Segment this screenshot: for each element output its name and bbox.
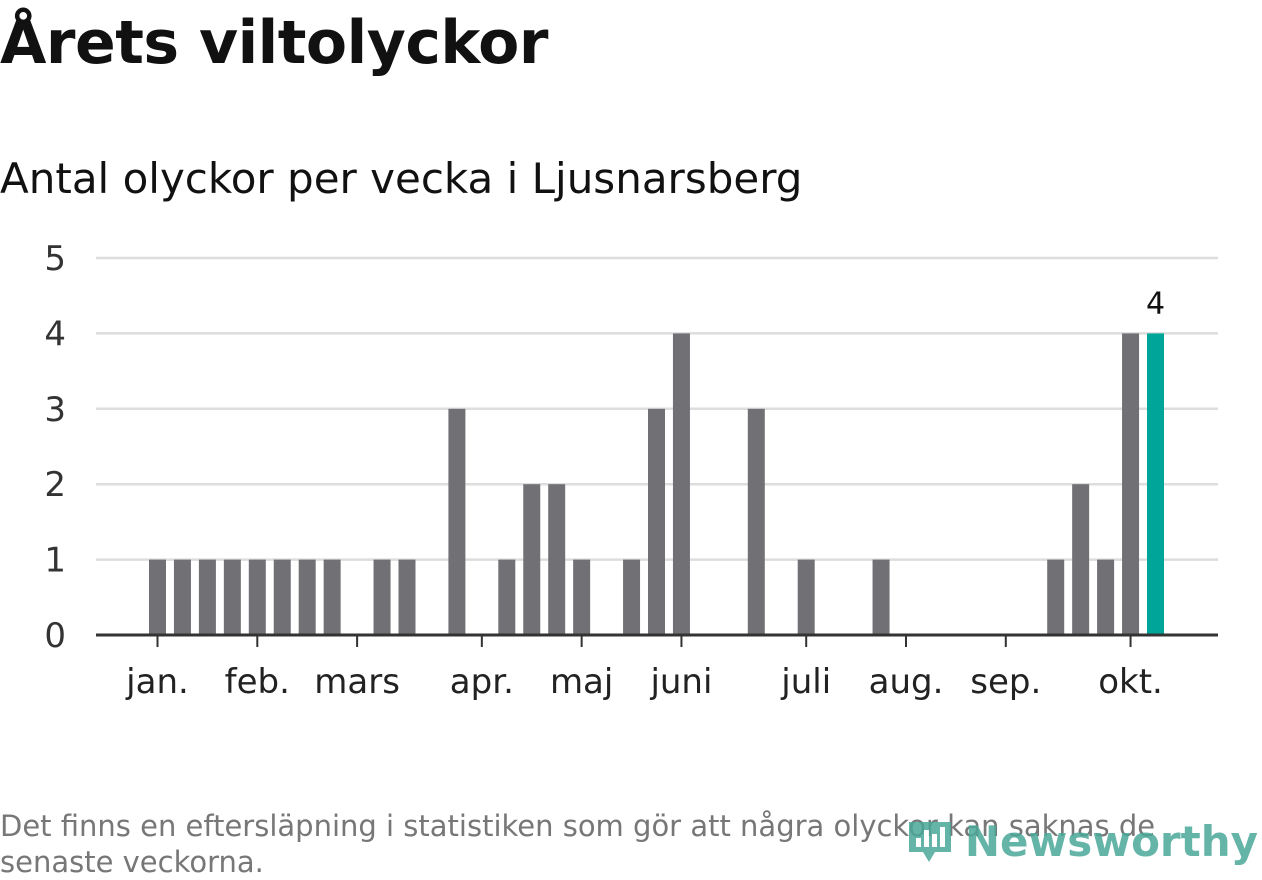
bar-week-6 — [273, 559, 291, 635]
y-tick-label-4: 4 — [44, 314, 66, 354]
bar-week-17 — [548, 484, 566, 635]
x-tick-label-sep.: sep. — [970, 662, 1041, 702]
bar-week-40 — [1122, 333, 1140, 635]
chart-title: Årets viltolyckor — [0, 8, 549, 78]
bar-week-38 — [1072, 484, 1090, 635]
bar-week-22 — [672, 333, 690, 635]
bar-week-39 — [1097, 559, 1115, 635]
annotations: 4 — [1146, 286, 1165, 321]
newsworthy-logo-icon — [908, 822, 951, 862]
bar-week-27 — [797, 559, 815, 635]
x-tick-label-juni: juni — [649, 662, 712, 702]
y-axis-labels: 0 1 2 3 4 5 — [44, 239, 66, 656]
chart-subtitle: Antal olyckor per vecka i Ljusnarsberg — [0, 154, 803, 203]
bar-week-16 — [523, 484, 541, 635]
y-tick-label-3: 3 — [44, 390, 66, 430]
bar-week-15 — [498, 559, 516, 635]
brand: Newsworthy — [905, 816, 1258, 866]
x-tick-label-juli: juli — [780, 662, 831, 702]
bar-week-8 — [323, 559, 341, 635]
y-tick-label-5: 5 — [44, 239, 66, 279]
y-tick-label-0: 0 — [44, 616, 66, 656]
bar-week-5 — [248, 559, 266, 635]
bar-week-1 — [149, 559, 166, 635]
x-tick-label-mars: mars — [314, 662, 400, 702]
x-tick-label-feb.: feb. — [225, 662, 290, 702]
bar-week-2 — [173, 559, 191, 635]
footnote: Det finns en eftersläpning i statistiken… — [0, 809, 1156, 879]
bar-week-20 — [623, 559, 641, 635]
y-tick-label-2: 2 — [44, 465, 66, 505]
x-tick-label-okt.: okt. — [1098, 662, 1163, 702]
y-tick-label-1: 1 — [44, 541, 66, 581]
bar-week-37 — [1047, 559, 1065, 635]
bars — [149, 333, 1164, 635]
bar-week-11 — [398, 559, 416, 635]
bar-week-4 — [223, 559, 241, 635]
bar-week-21 — [648, 408, 665, 635]
x-tick-label-apr.: apr. — [450, 662, 514, 702]
highlight-data-label: 4 — [1146, 286, 1165, 321]
gridlines — [96, 256, 1218, 561]
bar-week-7 — [298, 559, 316, 635]
brand-name: Newsworthy — [964, 816, 1258, 866]
x-axis: jan. feb. mars apr. maj juni juli aug. sep. okt. — [96, 633, 1218, 702]
bar-week-3 — [198, 559, 216, 635]
bar-week-25 — [747, 408, 765, 635]
x-tick-label-jan.: jan. — [125, 662, 189, 702]
bar-week-13 — [448, 408, 466, 635]
bar-week-30 — [872, 559, 890, 635]
x-tick-label-aug.: aug. — [869, 662, 944, 702]
bar-week-10 — [373, 559, 391, 635]
bar-highlight — [1147, 333, 1164, 635]
bar-chart: 0 1 2 3 4 5 jan. feb. mars apr. maj juni juli aug. se… — [44, 239, 1218, 702]
bar-week-18 — [573, 559, 591, 635]
x-tick-label-maj: maj — [550, 662, 613, 702]
